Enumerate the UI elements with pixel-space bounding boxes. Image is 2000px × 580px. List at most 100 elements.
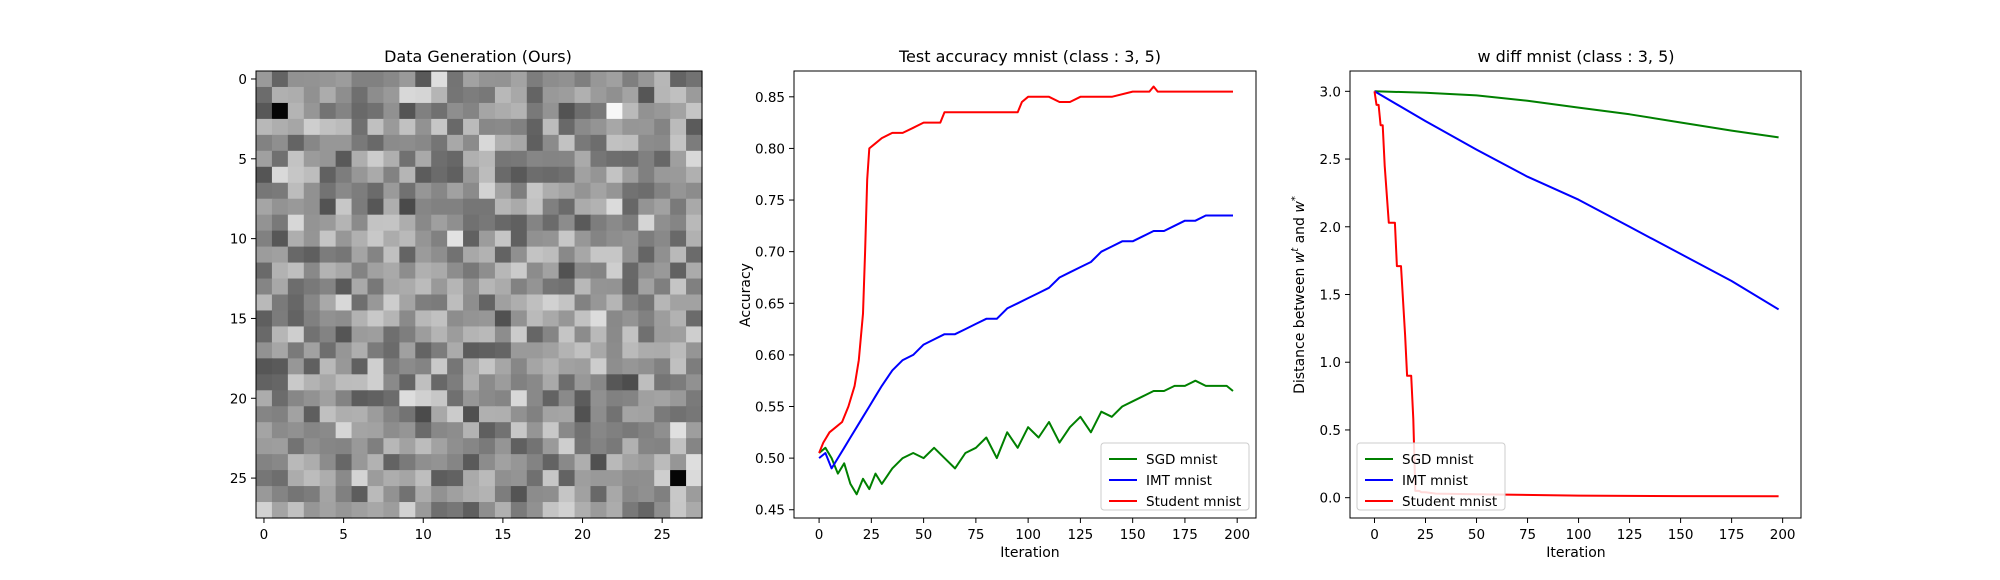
heatmap-cell xyxy=(335,374,353,391)
heatmap-cell xyxy=(431,326,448,343)
heatmap-cell xyxy=(510,326,528,343)
accuracy-xtick-label: 200 xyxy=(1224,527,1250,543)
heatmap-cell xyxy=(367,406,385,423)
heatmap-cell xyxy=(383,374,400,391)
heatmap-cell xyxy=(526,86,544,104)
heatmap-cell xyxy=(479,406,496,423)
heatmap-cell xyxy=(526,422,544,439)
heatmap-cell xyxy=(383,358,400,375)
heatmap-cell xyxy=(463,198,480,216)
heatmap-cell xyxy=(494,358,512,375)
heatmap-cell xyxy=(303,454,321,471)
heatmap-cell xyxy=(638,294,655,312)
heatmap-cell xyxy=(447,150,464,168)
heatmap-cell xyxy=(271,230,289,248)
heatmap-cell xyxy=(638,406,655,423)
heatmap-cell xyxy=(542,294,560,312)
heatmap-cell xyxy=(319,422,337,439)
accuracy-xtick-label: 125 xyxy=(1068,527,1094,543)
heatmap-cell xyxy=(574,470,592,487)
heatmap-cell xyxy=(686,262,703,280)
heatmap-cell xyxy=(383,326,400,343)
heatmap-cell xyxy=(383,438,400,455)
heatmap-cell xyxy=(622,326,639,343)
heatmap-cell xyxy=(670,150,687,168)
accuracy-ytick-label: 0.60 xyxy=(755,348,785,364)
heatmap-cell xyxy=(319,390,337,407)
heatmap-cell xyxy=(638,166,655,184)
heatmap-cell xyxy=(271,214,289,232)
heatmap-cell xyxy=(271,182,289,200)
heatmap-cell xyxy=(479,438,496,455)
heatmap-cell xyxy=(447,326,464,343)
heatmap-cell xyxy=(367,326,385,343)
wdiff-ytick-label: 0.0 xyxy=(1320,491,1341,507)
heatmap-cell xyxy=(494,86,512,104)
heatmap-cell xyxy=(383,118,400,136)
heatmap-cell xyxy=(670,422,687,439)
heatmap-cell xyxy=(287,502,305,519)
heatmap-cell xyxy=(256,502,273,519)
heatmap-cell xyxy=(256,278,273,296)
heatmap-cell xyxy=(431,470,448,487)
heatmap-cell xyxy=(415,390,432,407)
heatmap-cell xyxy=(654,134,671,152)
heatmap-cell xyxy=(542,502,560,519)
heatmap-cell xyxy=(638,326,655,343)
heatmap-cell xyxy=(367,438,385,455)
heatmap-cell xyxy=(590,198,608,216)
heatmap-cell xyxy=(367,374,385,391)
heatmap-cell xyxy=(399,134,416,152)
heatmap-cell xyxy=(686,150,703,168)
heatmap-cell xyxy=(303,278,321,296)
heatmap-cell xyxy=(670,294,687,312)
heatmap-cell xyxy=(319,246,337,264)
heatmap-cell xyxy=(383,454,400,471)
heatmap-cell xyxy=(558,422,576,439)
heatmap-cell xyxy=(606,502,623,519)
heatmap-cell xyxy=(319,182,337,200)
heatmap-cell xyxy=(335,71,353,88)
heatmap-cell xyxy=(271,406,289,423)
heatmap-cell xyxy=(526,246,544,264)
heatmap-cell xyxy=(542,422,560,439)
heatmap-cell xyxy=(622,134,639,152)
heatmap-cell xyxy=(670,278,687,296)
heatmap-cell xyxy=(319,358,337,375)
heatmap-cell xyxy=(271,502,289,519)
heatmap-cell xyxy=(542,454,560,471)
heatmap-cell xyxy=(526,102,544,120)
heatmap-cell xyxy=(590,246,608,264)
heatmap-cell xyxy=(271,438,289,455)
heatmap-cell xyxy=(510,214,528,232)
heatmap-cell xyxy=(303,102,321,120)
heatmap-cell xyxy=(622,486,639,503)
heatmap-cell xyxy=(494,310,512,328)
heatmap-cell xyxy=(654,374,671,391)
heatmap-cell xyxy=(590,166,608,184)
heatmap-cell xyxy=(399,182,416,200)
heatmap-cell xyxy=(447,310,464,328)
heatmap-cell xyxy=(399,214,416,232)
wdiff-xtick-label: 200 xyxy=(1770,527,1796,543)
heatmap-cell xyxy=(510,422,528,439)
heatmap-cell xyxy=(526,214,544,232)
heatmap-cell xyxy=(447,486,464,503)
heatmap-cell xyxy=(415,470,432,487)
heatmap-cell xyxy=(287,294,305,312)
heatmap-cell xyxy=(590,326,608,343)
heatmap-cell xyxy=(287,150,305,168)
heatmap-cell xyxy=(303,198,321,216)
wdiff-xtick-label: 75 xyxy=(1519,527,1536,543)
heatmap-cell xyxy=(494,230,512,248)
heatmap-cell xyxy=(383,214,400,232)
heatmap-cell xyxy=(415,166,432,184)
heatmap-cell xyxy=(319,230,337,248)
wdiff-xtick-label: 125 xyxy=(1617,527,1643,543)
heatmap-frame xyxy=(255,70,703,519)
heatmap-cell xyxy=(638,246,655,264)
heatmap-cell xyxy=(479,390,496,407)
heatmap-cell xyxy=(399,470,416,487)
heatmap-cell xyxy=(590,262,608,280)
heatmap-cell xyxy=(686,390,703,407)
